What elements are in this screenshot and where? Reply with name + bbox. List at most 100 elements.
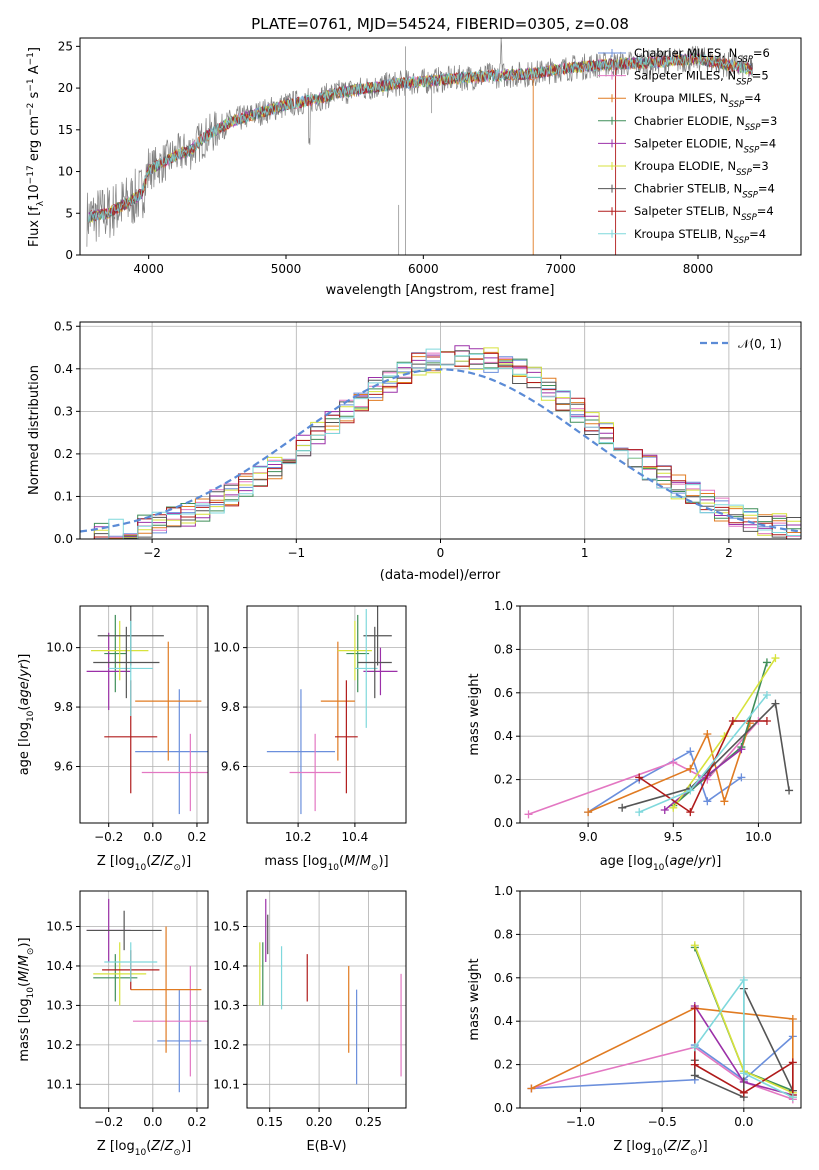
data-marker bbox=[771, 654, 780, 663]
y-axis-label: age [log10(age/yr)] bbox=[17, 654, 36, 776]
x-tick-label: 0.25 bbox=[355, 1115, 382, 1129]
y-tick-label: 9.8 bbox=[221, 700, 240, 714]
x-tick-label: 0.15 bbox=[256, 1115, 283, 1129]
y-tick-label: 10.4 bbox=[46, 959, 73, 973]
x-tick-label: 4000 bbox=[133, 262, 164, 276]
panel-mass_weight_vs_Z: −1.0 −0.5 0.0 0.0 0.2 0.4 0.6 0.8 1.0 bbox=[494, 884, 802, 1129]
plot-area bbox=[80, 345, 801, 539]
y-tick-label: 9.8 bbox=[54, 700, 73, 714]
model-fit-kroupa-stelib bbox=[87, 52, 753, 224]
series-kroupa-stelib bbox=[638, 694, 768, 813]
axes: −0.2 0.0 0.2 10.1 10.2 10.3 10.4 10.5 bbox=[46, 890, 209, 1129]
data-marker bbox=[618, 803, 627, 812]
y-tick-label: 10.2 bbox=[213, 1038, 240, 1052]
series-salpeter-stelib bbox=[638, 720, 767, 814]
y-tick-label: 20 bbox=[58, 81, 73, 95]
data-marker bbox=[739, 1088, 748, 1097]
y-tick-label: 0.2 bbox=[494, 773, 513, 787]
legend-entry: 𝒩(0, 1) bbox=[738, 337, 782, 351]
plot-area bbox=[524, 654, 794, 819]
x-tick-label: 2 bbox=[725, 546, 733, 560]
data-marker bbox=[720, 797, 729, 806]
x-tick-label: 0.2 bbox=[187, 830, 206, 844]
x-tick-label: 1 bbox=[581, 546, 589, 560]
plot-area bbox=[86, 38, 754, 255]
y-tick-label: 0.4 bbox=[494, 1014, 513, 1028]
data-marker bbox=[737, 745, 746, 754]
panel-spectrum: 4000 5000 6000 7000 8000 0 5 10 15 20 25 bbox=[58, 37, 802, 276]
legend-entry: Kroupa MILES, NSSP=4 bbox=[634, 91, 761, 110]
data-marker bbox=[686, 764, 695, 773]
data-marker bbox=[703, 797, 712, 806]
panel-age_vs_Z: −0.2 0.0 0.2 9.6 9.8 10.0 bbox=[46, 605, 209, 844]
plot-area bbox=[86, 606, 208, 815]
y-tick-label: 0.2 bbox=[54, 447, 73, 461]
x-tick-label: 5000 bbox=[271, 262, 302, 276]
x-axis-label: Z [log10(Z/Z⊙)] bbox=[97, 854, 191, 873]
data-marker bbox=[703, 730, 712, 739]
y-tick-label: 0.0 bbox=[494, 1101, 513, 1115]
legend-entry: Kroupa ELODIE, NSSP=3 bbox=[634, 159, 769, 178]
y-axis-label: Flux [fλ10−17 erg cm−2 s−1 A−1] bbox=[26, 47, 46, 247]
data-marker bbox=[762, 690, 771, 699]
y-tick-label: 0.8 bbox=[494, 642, 513, 656]
axes-frame bbox=[246, 605, 407, 824]
y-tick-label: 9.6 bbox=[54, 760, 73, 774]
panel-mass_vs_Z: −0.2 0.0 0.2 10.1 10.2 10.3 10.4 10.5 bbox=[46, 890, 209, 1129]
legend-entry: Salpeter STELIB, NSSP=4 bbox=[634, 204, 774, 223]
series-salpeter-miles bbox=[531, 1046, 794, 1101]
y-axis-label: mass weight bbox=[467, 673, 482, 755]
legend-entry: Kroupa STELIB, NSSP=4 bbox=[634, 227, 766, 246]
panel-mass_vs_ebv: 0.15 0.20 0.25 10.1 10.2 10.3 10.4 10.5 bbox=[213, 890, 407, 1129]
x-axis-label: Z [log10(Z/Z⊙)] bbox=[97, 1139, 191, 1158]
series-kroupa-stelib bbox=[694, 977, 794, 1098]
legend-entry: Chabrier MILES, NSSP=6 bbox=[634, 46, 770, 65]
data-marker bbox=[635, 808, 644, 817]
x-axis-label: Z [log10(Z/Z⊙)] bbox=[613, 1139, 707, 1158]
x-tick-label: 6000 bbox=[408, 262, 439, 276]
x-tick-label: 9.5 bbox=[664, 830, 683, 844]
y-tick-label: 0.6 bbox=[494, 971, 513, 985]
y-tick-label: 0.8 bbox=[494, 927, 513, 941]
data-marker bbox=[635, 773, 644, 782]
legend-entry: Chabrier STELIB, NSSP=4 bbox=[634, 182, 775, 201]
x-axis-label: age [log10(age/yr)] bbox=[600, 854, 722, 873]
axes: −0.2 0.0 0.2 9.6 9.8 10.0 bbox=[46, 605, 209, 844]
axes: 9.0 9.5 10.0 0.0 0.2 0.4 0.6 0.8 1.0 bbox=[494, 599, 802, 844]
data-marker bbox=[739, 1069, 748, 1078]
y-tick-label: 1.0 bbox=[494, 599, 513, 613]
data-marker bbox=[690, 941, 699, 950]
data-marker bbox=[788, 1093, 797, 1102]
y-tick-label: 0.6 bbox=[494, 686, 513, 700]
gaussian-reference-curve bbox=[80, 368, 801, 533]
x-tick-label: 0.0 bbox=[143, 1115, 162, 1129]
x-tick-label: −0.2 bbox=[94, 830, 123, 844]
axes-frame bbox=[79, 37, 802, 256]
y-tick-label: 10.3 bbox=[46, 998, 73, 1012]
data-marker bbox=[524, 810, 533, 819]
data-marker bbox=[739, 975, 748, 984]
y-tick-label: 10.5 bbox=[213, 920, 240, 934]
axes: −2 −1 0 1 2 0.0 0.1 0.2 0.3 0.4 0.5 bbox=[54, 319, 802, 560]
x-axis-label: (data-model)/error bbox=[380, 568, 501, 583]
series-chabrier-stelib bbox=[621, 701, 790, 809]
data-marker bbox=[686, 747, 695, 756]
axes: 10.2 10.4 9.6 9.8 10.0 bbox=[213, 605, 407, 844]
x-tick-label: 10.4 bbox=[342, 830, 369, 844]
y-tick-label: 10.1 bbox=[213, 1077, 240, 1091]
x-tick-label: 0.0 bbox=[734, 1115, 753, 1129]
data-marker bbox=[584, 808, 593, 817]
data-marker bbox=[527, 1084, 536, 1093]
data-marker bbox=[762, 717, 771, 726]
plot-area bbox=[86, 898, 208, 1093]
panel-mass_weight_vs_age: 9.0 9.5 10.0 0.0 0.2 0.4 0.6 0.8 1.0 bbox=[494, 599, 802, 844]
axes: 4000 5000 6000 7000 8000 0 5 10 15 20 25 bbox=[58, 37, 802, 276]
y-tick-label: 10.0 bbox=[46, 641, 73, 655]
y-tick-label: 0.0 bbox=[54, 532, 73, 546]
data-marker bbox=[686, 786, 695, 795]
y-tick-label: 10.4 bbox=[213, 959, 240, 973]
y-tick-label: 1.0 bbox=[494, 884, 513, 898]
plot-area bbox=[259, 898, 402, 1085]
y-tick-label: 10.3 bbox=[213, 998, 240, 1012]
